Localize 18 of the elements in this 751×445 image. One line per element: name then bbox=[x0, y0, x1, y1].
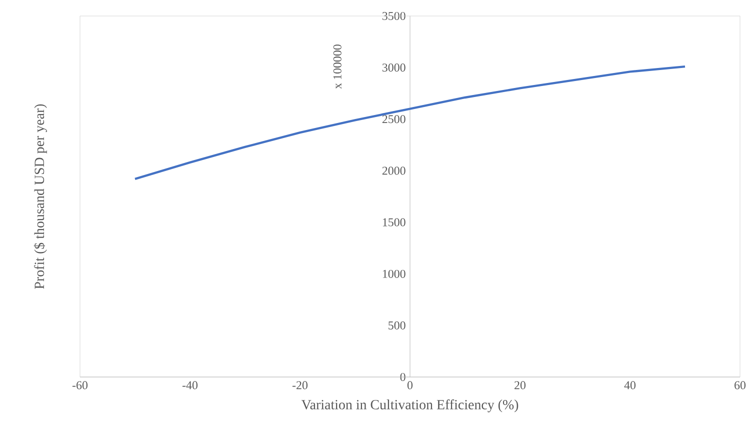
annotation: x 100000 bbox=[333, 44, 342, 89]
y-tick-label: 1500 bbox=[382, 218, 406, 226]
x-axis-title: Variation in Cultivation Efficiency (%) bbox=[301, 399, 518, 412]
y-tick-label: 500 bbox=[388, 321, 406, 330]
x-tick-label: -60 bbox=[72, 381, 88, 390]
y-tick-label: 3000 bbox=[382, 64, 406, 72]
y-tick-label: 0 bbox=[400, 372, 406, 382]
x-tick-label: -20 bbox=[292, 381, 308, 390]
y-tick-label: 1000 bbox=[382, 270, 406, 278]
x-tick-label: 40 bbox=[624, 381, 636, 390]
x-tick-label: 20 bbox=[514, 381, 526, 390]
y-tick-label: 2000 bbox=[382, 166, 406, 175]
y-tick-label: 2500 bbox=[382, 115, 406, 124]
x-tick-label: 60 bbox=[734, 381, 746, 390]
y-axis-title: Profit ($ thousand USD per year) bbox=[34, 104, 47, 289]
x-tick-label: -40 bbox=[182, 381, 198, 390]
x-tick-label: 0 bbox=[407, 381, 413, 390]
y-tick-label: 3500 bbox=[382, 12, 406, 20]
